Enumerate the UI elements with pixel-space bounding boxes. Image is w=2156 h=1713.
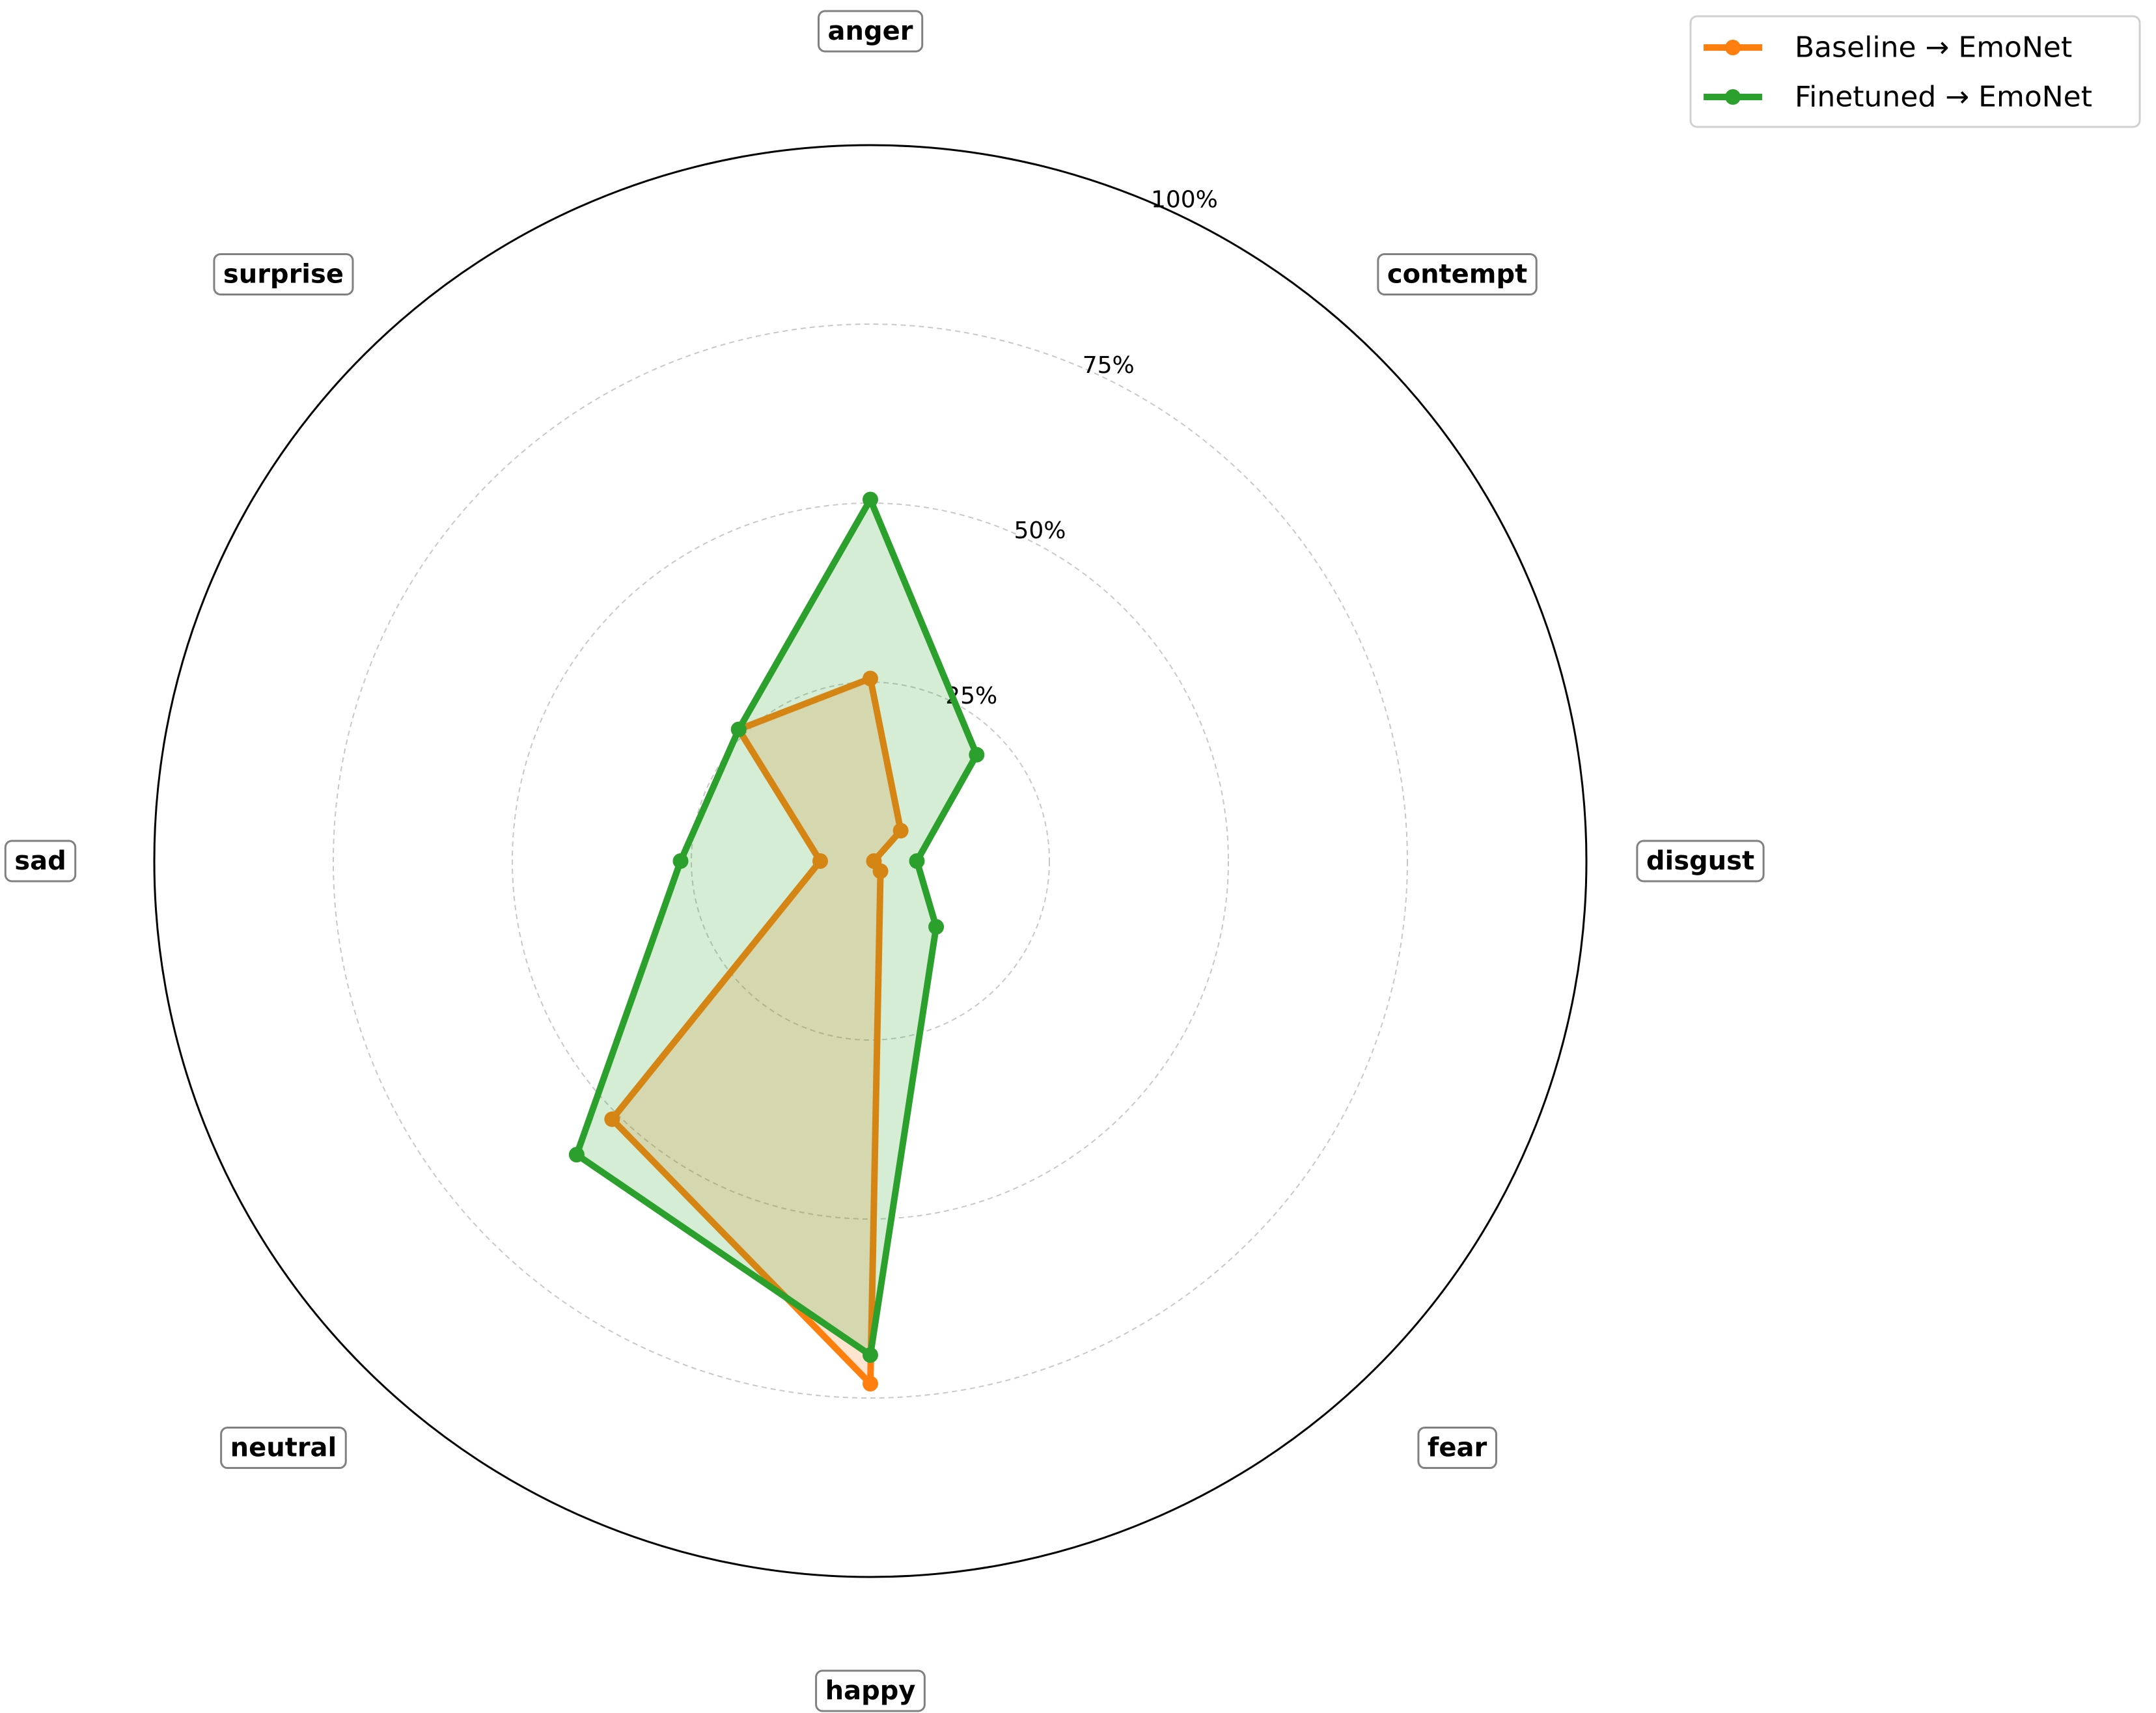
- category-label-surprise: surprise: [213, 253, 354, 295]
- data-point: [863, 670, 878, 687]
- data-point: [672, 853, 689, 869]
- legend: Baseline → EmoNet Finetuned → EmoNet: [1689, 15, 2141, 128]
- category-label-disgust: disgust: [1636, 840, 1765, 883]
- data-point: [909, 853, 925, 869]
- legend-marker: [1725, 40, 1741, 55]
- category-label-sad: sad: [4, 840, 77, 883]
- category-label-fear: fear: [1417, 1427, 1497, 1470]
- category-label-text: sad: [14, 846, 66, 876]
- legend-entry-0: Baseline → EmoNet: [1795, 31, 2072, 64]
- outer-frame: [153, 144, 1588, 1578]
- category-label-text: disgust: [1646, 846, 1754, 876]
- category-label-text: anger: [828, 16, 913, 46]
- category-label-text: fear: [1428, 1433, 1487, 1463]
- radial-tick-label: 50%: [1014, 517, 1066, 544]
- category-label-text: surprise: [223, 259, 344, 289]
- data-point: [863, 1376, 878, 1391]
- data-point: [604, 1111, 620, 1127]
- radial-tick-label: 100%: [1151, 187, 1218, 213]
- category-label-text: contempt: [1387, 259, 1527, 289]
- data-point: [812, 853, 828, 869]
- category-label-neutral: neutral: [220, 1427, 347, 1470]
- category-label-text: happy: [825, 1676, 916, 1706]
- series-fill-1: [576, 499, 977, 1355]
- grid-circle: [333, 323, 1408, 1399]
- radar-series: [568, 491, 985, 1391]
- data-point: [892, 823, 909, 839]
- radar-labels: anger contempt disgust fear happy neutral sad s…: [4, 10, 1765, 1712]
- series-fill-0: [612, 678, 901, 1384]
- data-point: [730, 721, 747, 737]
- data-point: [969, 747, 985, 763]
- category-label-text: neutral: [230, 1433, 337, 1463]
- data-point: [872, 863, 889, 879]
- radial-tick-label: 75%: [1083, 352, 1135, 379]
- category-label-contempt: contempt: [1377, 253, 1538, 295]
- data-point: [928, 919, 945, 935]
- category-label-anger: anger: [818, 10, 924, 53]
- legend-frame: [1689, 15, 2141, 128]
- data-point: [863, 1347, 878, 1363]
- legend-marker: [1725, 89, 1741, 105]
- category-label-happy: happy: [815, 1669, 926, 1712]
- data-point: [568, 1147, 585, 1163]
- legend-entry-1: Finetuned → EmoNet: [1795, 81, 2092, 114]
- data-point: [863, 491, 878, 508]
